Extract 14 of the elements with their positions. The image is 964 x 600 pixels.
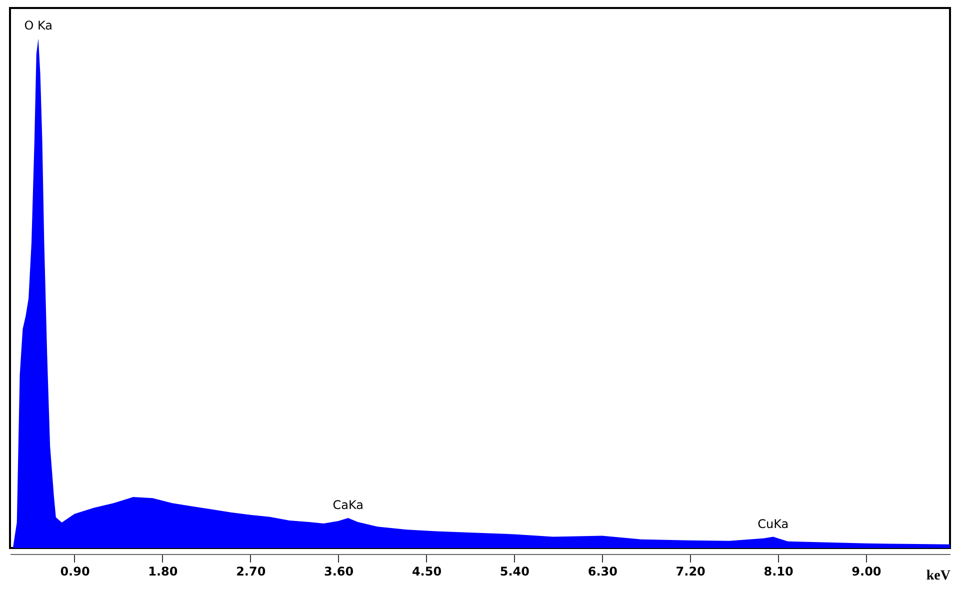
x-tick-label: 0.90 [60,564,90,578]
x-tick-label: 4.50 [412,564,442,578]
annotation: CaKa [332,498,364,512]
x-tick-label: 5.40 [500,564,530,578]
x-tick-label: 7.20 [676,564,706,578]
x-tick-label: 2.70 [236,564,266,578]
x-tick-label: 1.80 [148,564,178,578]
annotation: O Ka [24,18,52,33]
x-tick-label: 8.10 [764,564,794,578]
x-tick-label: 3.60 [324,564,354,578]
x-tick-label: 9.00 [852,564,882,578]
annotation: CuKa [758,516,789,531]
x-tick-label: 6.30 [588,564,618,578]
x-axis-title: keV [926,568,950,584]
